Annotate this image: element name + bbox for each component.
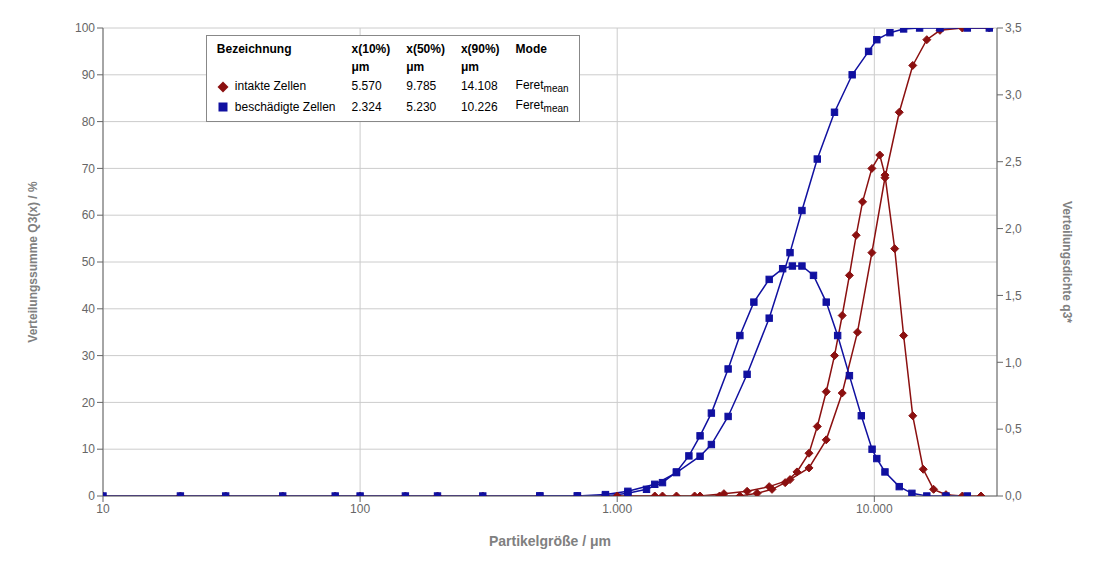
svg-text:1.000: 1.000 bbox=[602, 502, 632, 516]
html-text:μm: μm bbox=[351, 60, 370, 74]
svg-text:3,5: 3,5 bbox=[1005, 21, 1022, 35]
html-text:Bezeichnung: Bezeichnung bbox=[216, 42, 292, 56]
html-text:5.230: 5.230 bbox=[406, 99, 437, 114]
svg-text:0,5: 0,5 bbox=[1005, 422, 1022, 436]
svg-text:10.000: 10.000 bbox=[856, 502, 893, 516]
html-text:x(10%): x(10%) bbox=[351, 42, 391, 56]
svg-text:100: 100 bbox=[350, 502, 370, 516]
html-text:Mode: Mode bbox=[515, 42, 547, 56]
svg-text:1,0: 1,0 bbox=[1005, 356, 1022, 370]
svg-text:0,0: 0,0 bbox=[1005, 489, 1022, 503]
svg-text:3,0: 3,0 bbox=[1005, 88, 1022, 102]
svg-text:90: 90 bbox=[82, 68, 96, 82]
html-text:intakte Zellen: intakte Zellen bbox=[234, 79, 307, 94]
html-text:10.226: 10.226 bbox=[460, 99, 498, 114]
html-text:14.108: 14.108 bbox=[460, 79, 498, 94]
html-text:2.324: 2.324 bbox=[351, 99, 382, 114]
svg-text:Partikelgröße / μm: Partikelgröße / μm bbox=[489, 533, 611, 549]
html-text:Feretmean: Feretmean bbox=[515, 98, 569, 115]
svg-text:0: 0 bbox=[88, 489, 95, 503]
html-text:Feretmean: Feretmean bbox=[515, 78, 569, 95]
html-text:x(50%): x(50%) bbox=[406, 42, 445, 56]
html-text:9.785: 9.785 bbox=[406, 79, 437, 94]
svg-text:70: 70 bbox=[82, 162, 96, 176]
svg-text:30: 30 bbox=[82, 349, 96, 363]
svg-text:Verteilungsdichte q3*: Verteilungsdichte q3* bbox=[1060, 201, 1074, 323]
svg-text:1,5: 1,5 bbox=[1005, 289, 1022, 303]
html-text:beschädigte Zellen: beschädigte Zellen bbox=[234, 99, 336, 114]
svg-text:10: 10 bbox=[82, 442, 96, 456]
svg-text:40: 40 bbox=[82, 302, 96, 316]
svg-text:20: 20 bbox=[82, 396, 96, 410]
svg-text:10: 10 bbox=[96, 502, 110, 516]
svg-text:60: 60 bbox=[82, 208, 96, 222]
svg-text:50: 50 bbox=[82, 255, 96, 269]
svg-text:80: 80 bbox=[82, 115, 96, 129]
html-text:μm: μm bbox=[460, 60, 479, 74]
svg-text:2,0: 2,0 bbox=[1005, 222, 1022, 236]
svg-text:Verteilungssumme Q3(x) / %: Verteilungssumme Q3(x) / % bbox=[26, 181, 40, 343]
html-text:x(90%): x(90%) bbox=[460, 42, 500, 56]
svg-text:2,5: 2,5 bbox=[1005, 155, 1022, 169]
html-text:μm: μm bbox=[406, 60, 425, 74]
html-text:5.570: 5.570 bbox=[351, 79, 382, 94]
svg-text:100: 100 bbox=[75, 21, 95, 35]
